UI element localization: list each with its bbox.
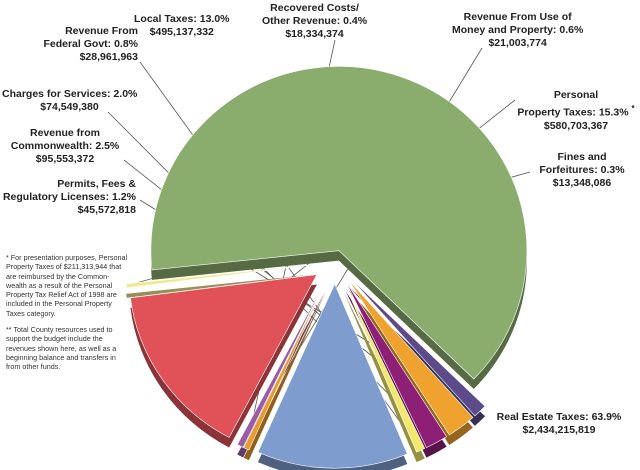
pie-slice [349,277,486,417]
pie-slice [345,281,448,449]
pie-slices [125,66,528,470]
label-federal-govt: Revenue From Federal Govt: 0.8% $28,961,96… [43,25,138,63]
label-charges-for-services: Charges for Services: 2.0% $74,549,380 [2,88,138,113]
pie-slice [347,279,474,436]
label-fines-forfeitures: Fines and Forfeitures: 0.3% $13,348,086 [539,151,625,189]
label-local-taxes: Local Taxes: 13.0% $495,137,332 [134,13,230,38]
label-personal-property: Personal Property Taxes: 15.3% * $580,70… [517,89,635,132]
label-real-estate-taxes: Real Estate Taxes: 63.9% $2,434,215,819 [496,411,622,436]
label-use-of-money: Revenue From Use of Money and Property: 0… [452,11,584,49]
label-commonwealth: Revenue from Commonwealth: 2.5% $95,553,37… [10,127,120,165]
label-permits-fees: Permits, Fees & Regulatory Licenses: 1.2%… [2,178,136,216]
pie-slice [125,264,314,289]
pie-slice [257,283,408,469]
pie-slice-side [126,274,314,298]
pie-slice [343,281,426,453]
label-recovered-costs: Recovered Costs/Other Revenue: 0.4% $18,3… [262,2,368,40]
pie-slice [236,281,326,448]
pie-slice [130,274,318,438]
footnote-marker: * [631,104,635,113]
pie-slice [150,66,528,380]
pie-slice [243,281,326,451]
footnote-total-resources: ** Total County resources used to support… [6,325,117,372]
pie-slice-side [243,291,326,461]
footnote-personal-property: * For presentation purposes, Personal Pro… [6,253,128,318]
